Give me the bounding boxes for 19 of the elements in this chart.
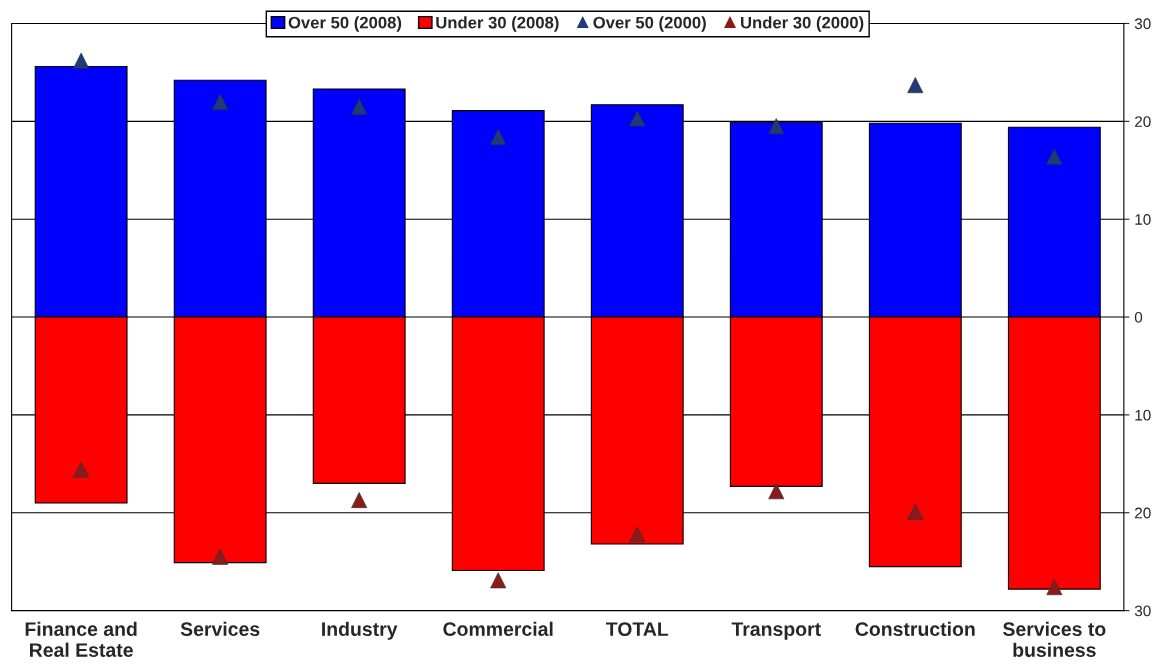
y-tick-label: 0 [1134,311,1143,323]
x-tick-label: Commercial [443,621,553,636]
x-tick-label: Finance and Real Estate [25,621,137,657]
y-tick-label: 20 [1135,116,1151,128]
x-tick-label: Transport [731,622,821,640]
x-tick-label: Construction [855,621,975,636]
x-tick-label: TOTAL [605,622,669,636]
x-tick-label: Services to business [1003,621,1106,657]
x-tick-label: Industry [322,621,398,640]
y-tick-label: 10 [1135,214,1151,225]
y-tick-label: 30 [1134,605,1151,617]
legend-label: Over 50 (2008) [288,16,402,32]
legend-label: Over 50 (2000) [593,16,706,32]
y-tick-label: 30 [1134,18,1151,30]
y-tick-label: 20 [1135,507,1151,519]
y-tick-label: 10 [1135,409,1151,421]
legend-label: Under 30 (2008) [436,16,559,32]
legend-label: Under 30 (2000) [741,16,864,32]
x-tick-label: Services [180,621,260,636]
